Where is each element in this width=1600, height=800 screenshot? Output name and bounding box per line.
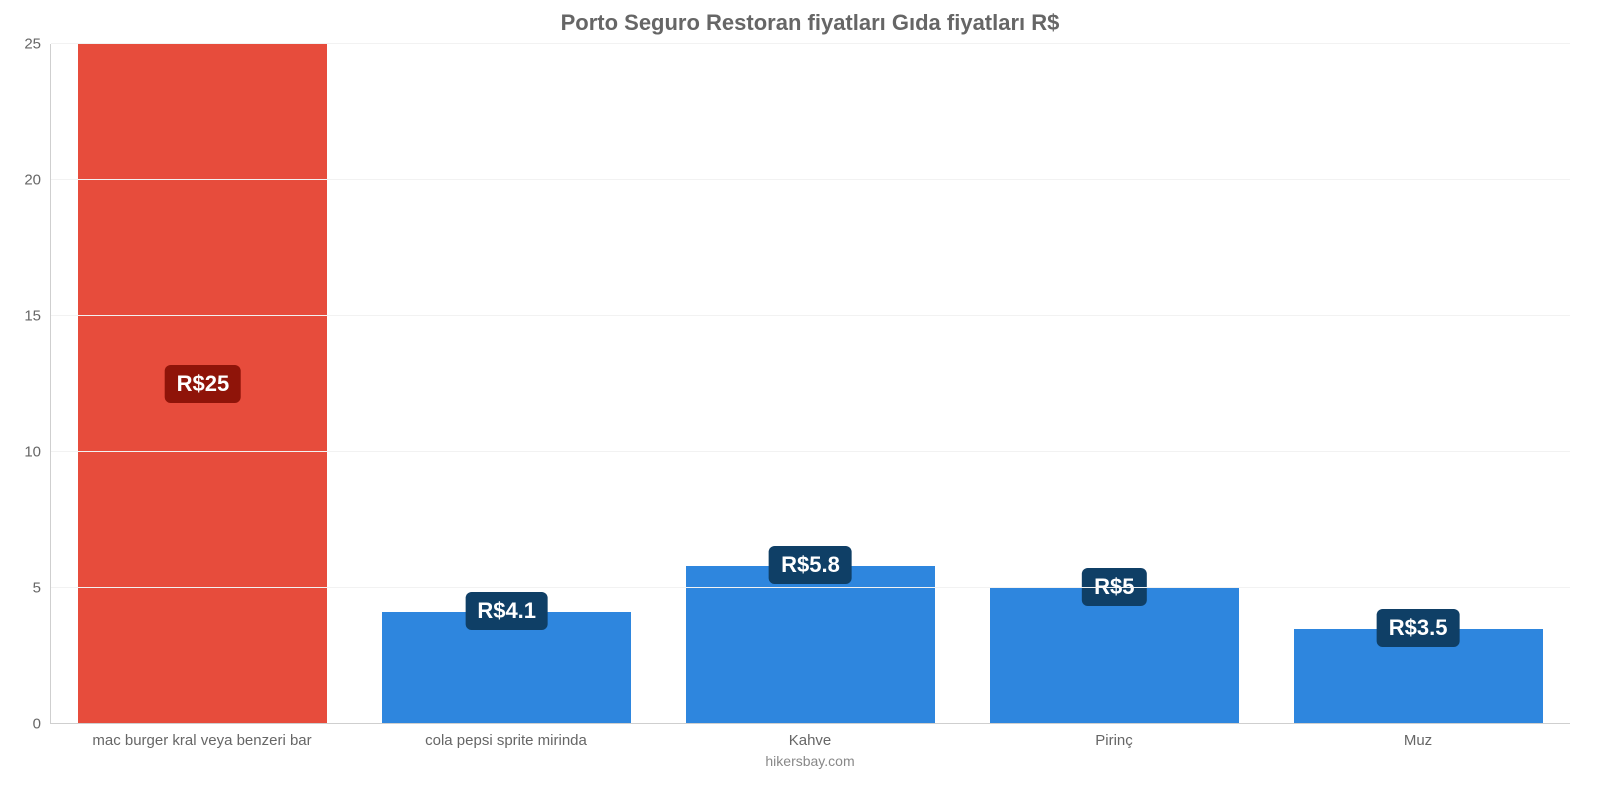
bar-slot: R$25 bbox=[51, 44, 355, 724]
gridline bbox=[51, 587, 1570, 588]
x-category-label: mac burger kral veya benzeri bar bbox=[50, 732, 354, 749]
gridline bbox=[51, 315, 1570, 316]
bar: R$4.1 bbox=[382, 612, 631, 724]
chart-title: Porto Seguro Restoran fiyatları Gıda fiy… bbox=[50, 10, 1570, 36]
bar-slot: R$3.5 bbox=[1266, 44, 1570, 724]
y-tick-label: 0 bbox=[33, 716, 51, 733]
gridline bbox=[51, 179, 1570, 180]
x-category-label: Kahve bbox=[658, 732, 962, 749]
y-tick-label: 25 bbox=[24, 36, 51, 53]
data-label: R$5.8 bbox=[769, 546, 852, 584]
data-label: R$4.1 bbox=[465, 592, 548, 630]
y-tick-label: 20 bbox=[24, 172, 51, 189]
price-bar-chart: Porto Seguro Restoran fiyatları Gıda fiy… bbox=[0, 0, 1600, 800]
x-category-label: Muz bbox=[1266, 732, 1570, 749]
bar: R$5 bbox=[990, 588, 1239, 724]
gridline bbox=[51, 451, 1570, 452]
credit-text: hikersbay.com bbox=[50, 753, 1570, 769]
data-label: R$3.5 bbox=[1377, 609, 1460, 647]
gridline bbox=[51, 723, 1570, 724]
y-tick-label: 5 bbox=[33, 580, 51, 597]
bar: R$3.5 bbox=[1294, 629, 1543, 724]
bars-container: R$25 R$4.1 R$5.8 R$5 R$3.5 bbox=[51, 44, 1570, 724]
bar-slot: R$5 bbox=[962, 44, 1266, 724]
bar-slot: R$5.8 bbox=[659, 44, 963, 724]
bar: R$25 bbox=[78, 44, 327, 724]
plot-area: R$25R$4.1R$5.8R$5R$3.5 0510152025 bbox=[50, 44, 1570, 724]
y-tick-label: 15 bbox=[24, 308, 51, 325]
x-axis: mac burger kral veya benzeri barcola pep… bbox=[50, 732, 1570, 749]
bar-slot: R$4.1 bbox=[355, 44, 659, 724]
bar: R$5.8 bbox=[686, 566, 935, 724]
x-category-label: cola pepsi sprite mirinda bbox=[354, 732, 658, 749]
y-tick-label: 10 bbox=[24, 444, 51, 461]
data-label: R$25 bbox=[165, 365, 242, 403]
x-category-label: Pirinç bbox=[962, 732, 1266, 749]
gridline bbox=[51, 43, 1570, 44]
